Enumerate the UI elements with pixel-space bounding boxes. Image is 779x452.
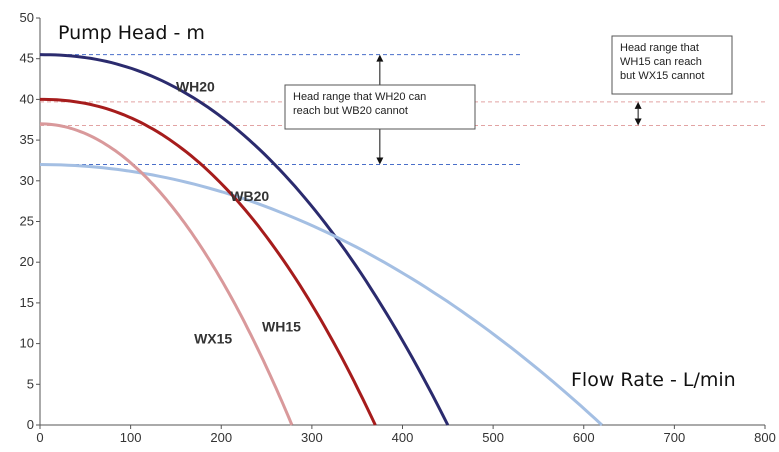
annotation-box xyxy=(611,35,733,95)
annotation-text: Head range that WH20 can xyxy=(293,91,426,103)
x-tick-label: 200 xyxy=(210,430,232,445)
y-tick-label: 15 xyxy=(20,295,34,310)
x-tick-label: 100 xyxy=(120,430,142,445)
series-label-wb20: WB20 xyxy=(230,188,269,204)
series-label-wx15: WX15 xyxy=(194,331,232,347)
x-tick-label: 300 xyxy=(301,430,323,445)
series-line-wb20 xyxy=(39,163,603,427)
y-tick-label: 35 xyxy=(20,132,34,147)
annotation-text: reach but WB20 cannot xyxy=(293,105,408,117)
x-axis-title: Flow Rate - L/min xyxy=(571,369,736,391)
series-line-wh15 xyxy=(40,97,377,426)
x-tick-label: 0 xyxy=(36,430,43,445)
x-tick-label: 700 xyxy=(664,430,686,445)
x-tick-label: 400 xyxy=(392,430,414,445)
series-line-wx15 xyxy=(39,122,294,426)
series-label-wh20: WH20 xyxy=(176,78,215,94)
y-tick-label: 5 xyxy=(27,376,34,391)
y-tick-label: 10 xyxy=(20,336,34,351)
annotation-arrow-head xyxy=(634,118,642,126)
y-tick-label: 30 xyxy=(20,173,34,188)
series-label-wh15: WH15 xyxy=(262,318,301,334)
annotation-text: but WX15 cannot xyxy=(620,70,704,82)
annotation-arrow-head xyxy=(634,101,642,109)
annotation-arrow-head xyxy=(376,157,384,165)
y-tick-label: 50 xyxy=(20,10,34,25)
y-axis-title: Pump Head - m xyxy=(58,22,205,44)
annotation-arrow-head xyxy=(376,54,384,62)
annotation-text: WH15 can reach xyxy=(620,56,702,68)
x-tick-label: 800 xyxy=(754,430,776,445)
series-line-wh20 xyxy=(39,53,450,426)
x-tick-label: 500 xyxy=(482,430,504,445)
x-tick-label: 600 xyxy=(573,430,595,445)
y-tick-label: 40 xyxy=(20,91,34,106)
y-tick-label: 20 xyxy=(20,254,34,269)
annotation-box xyxy=(284,84,476,130)
y-tick-label: 0 xyxy=(27,417,34,432)
y-tick-label: 25 xyxy=(20,214,34,229)
annotation-text: Head range that xyxy=(620,42,699,54)
y-tick-label: 45 xyxy=(20,51,34,66)
